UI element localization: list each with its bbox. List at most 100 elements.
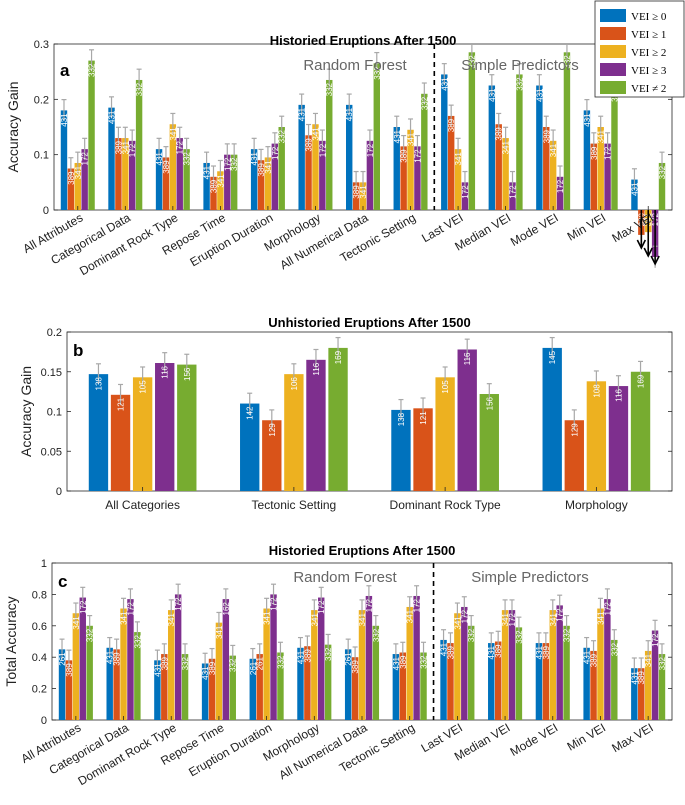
data-label: 431 xyxy=(108,110,117,124)
data-label: 332 xyxy=(86,628,95,642)
data-label: 172 xyxy=(413,598,422,612)
bar xyxy=(509,182,516,210)
data-label: 116 xyxy=(614,389,623,402)
data-label: 341 xyxy=(72,616,81,630)
data-label: 389 xyxy=(447,118,456,132)
data-label: 332 xyxy=(135,82,144,96)
data-label: 389 xyxy=(637,671,646,685)
data-label: 389 xyxy=(400,149,409,163)
bar xyxy=(134,632,141,720)
bar xyxy=(88,374,109,491)
bar xyxy=(263,608,270,720)
data-label: 261 xyxy=(58,652,67,666)
data-label: 142 xyxy=(246,406,255,420)
data-label: 431 xyxy=(345,107,354,121)
bar xyxy=(495,124,502,210)
data-label: 332 xyxy=(324,647,333,661)
data-label: 431 xyxy=(535,88,544,102)
data-label: 261 xyxy=(249,661,258,675)
bar xyxy=(597,127,604,210)
bar xyxy=(420,652,427,720)
data-label: 389 xyxy=(352,185,361,199)
bar xyxy=(366,140,374,210)
bar xyxy=(536,85,543,210)
panel-label: b xyxy=(73,341,83,360)
data-label: 341 xyxy=(74,165,83,179)
bar xyxy=(413,595,420,720)
bar xyxy=(441,74,448,210)
bar xyxy=(346,104,353,210)
bar xyxy=(488,643,495,720)
data-label: 431 xyxy=(298,107,307,121)
bar xyxy=(392,654,400,720)
data-label: 156 xyxy=(183,367,192,381)
data-label: 105 xyxy=(441,380,450,394)
bar xyxy=(311,610,318,720)
bar xyxy=(516,74,523,210)
bar xyxy=(203,162,210,210)
data-label: 116 xyxy=(161,365,170,378)
bar xyxy=(284,374,304,491)
bar xyxy=(324,644,332,720)
bar xyxy=(549,140,557,210)
bar xyxy=(447,643,454,720)
bar xyxy=(454,149,462,210)
y-tick-label: 0.1 xyxy=(47,407,62,419)
data-label: 332 xyxy=(420,96,429,110)
x-tick-label: Eruption Duration xyxy=(186,720,274,779)
bar xyxy=(413,408,433,491)
bar xyxy=(658,654,666,720)
data-label: 389 xyxy=(113,652,122,666)
bar xyxy=(161,654,168,720)
bar xyxy=(631,179,638,210)
bar xyxy=(631,668,638,720)
bar xyxy=(249,658,257,720)
bar xyxy=(638,668,645,720)
data-label: 332 xyxy=(467,628,476,642)
data-label: 389 xyxy=(446,646,455,660)
data-label: 106 xyxy=(290,377,299,391)
bar xyxy=(563,625,570,720)
bar xyxy=(556,176,564,210)
bar xyxy=(586,381,607,491)
bar xyxy=(174,594,182,720)
data-label: 389 xyxy=(495,127,504,141)
data-label: 389 xyxy=(209,179,218,193)
bar xyxy=(297,647,304,720)
data-label: 332 xyxy=(420,655,429,669)
bar xyxy=(67,168,75,210)
data-label: 332 xyxy=(276,655,285,669)
bar xyxy=(467,625,475,720)
data-label: 341 xyxy=(549,613,558,627)
data-label: 341 xyxy=(359,185,368,199)
bar xyxy=(535,643,543,720)
bar xyxy=(468,52,476,210)
bar xyxy=(79,597,86,720)
panel-a: Historied Eruptions After 1500 a Accuracy … xyxy=(5,33,673,278)
chart-title: Historied Eruptions After 1500 xyxy=(269,543,456,558)
bar xyxy=(270,594,277,720)
data-label: 389 xyxy=(208,661,217,675)
bar xyxy=(590,650,597,720)
data-label: 332 xyxy=(181,657,190,671)
data-label: 389 xyxy=(542,129,551,143)
data-label: 389 xyxy=(351,660,360,674)
data-label: 341 xyxy=(549,143,558,157)
bar xyxy=(508,610,516,720)
y-tick-label: 0 xyxy=(43,205,49,217)
section-label: Random Forest xyxy=(303,57,407,74)
bar xyxy=(611,85,618,210)
bar xyxy=(644,650,652,720)
x-tick-label: Eruption Duration xyxy=(188,210,276,269)
chart-title: Historied Eruptions After 1500 xyxy=(270,33,457,48)
bar xyxy=(457,349,477,491)
data-label: 431 xyxy=(393,129,402,143)
y-tick-label: 0.3 xyxy=(34,39,49,51)
data-label: 341 xyxy=(264,160,273,174)
data-label: 172 xyxy=(318,143,327,157)
panel-c: Historied Eruptions After 1500 c Total Acc… xyxy=(3,543,673,788)
y-tick-label: 0.4 xyxy=(32,652,47,664)
bar xyxy=(583,110,591,210)
bar xyxy=(183,149,190,210)
bar xyxy=(542,347,562,491)
